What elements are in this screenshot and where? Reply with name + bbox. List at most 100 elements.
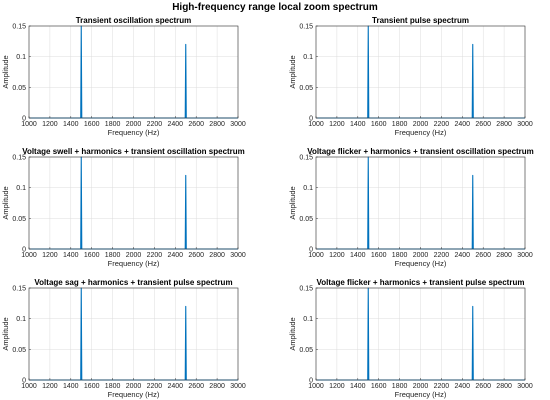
x-tick-label: 1000 [308, 252, 324, 259]
x-tick-label: 2800 [496, 252, 512, 259]
x-tick-label: 2000 [413, 383, 429, 390]
x-tick-label: 3000 [517, 121, 533, 128]
x-tick-label: 1800 [105, 252, 121, 259]
x-tick-label: 1400 [63, 252, 79, 259]
x-tick-label: 1800 [392, 252, 408, 259]
x-tick-label: 1600 [84, 383, 100, 390]
y-tick-label: 0 [309, 378, 313, 385]
subplot-6: 1000 1200 1400 1600 1800 2000 2200 2400 2600 2800… [288, 278, 533, 399]
y-tick-label: 0 [309, 247, 313, 254]
x-tick-label: 1000 [21, 383, 37, 390]
x-tick-label: 2200 [434, 383, 450, 390]
x-tick-label: 2200 [147, 252, 163, 259]
x-axis-label: Frequency (Hz) [395, 390, 447, 399]
y-tick-label: 0.1 [303, 316, 313, 323]
x-tick-label: 2400 [168, 252, 184, 259]
x-tick-label: 2800 [209, 383, 225, 390]
x-tick-label: 3000 [517, 252, 533, 259]
x-tick-label: 2600 [475, 383, 491, 390]
x-tick-label: 2400 [455, 252, 471, 259]
x-axis-label: Frequency (Hz) [108, 128, 160, 137]
x-tick-label: 3000 [517, 383, 533, 390]
x-axis-label: Frequency (Hz) [395, 259, 447, 268]
y-tick-label: 0.05 [12, 85, 26, 92]
x-tick-label: 2400 [168, 383, 184, 390]
x-tick-label: 2200 [434, 121, 450, 128]
y-axis-label: Amplitude [1, 317, 10, 350]
x-tick-label: 2800 [496, 121, 512, 128]
x-tick-label: 2200 [147, 383, 163, 390]
y-tick-label: 0.05 [12, 347, 26, 354]
y-tick-label: 0.05 [299, 216, 313, 223]
x-tick-label: 1000 [308, 121, 324, 128]
y-axis-label: Amplitude [1, 55, 10, 88]
y-tick-label: 0.15 [299, 24, 313, 31]
subplot-4: 1000 1200 1400 1600 1800 2000 2200 2400 2600 2800… [288, 147, 534, 268]
x-tick-label: 1200 [42, 121, 58, 128]
figure-title: High-frequency range local zoom spectrum [172, 2, 378, 13]
x-tick-label: 1200 [329, 121, 345, 128]
subplot-2: 1000 1200 1400 1600 1800 2000 2200 2400 2600 2800… [288, 16, 533, 137]
y-axis-label: Amplitude [1, 186, 10, 219]
x-axis-label: Frequency (Hz) [108, 390, 160, 399]
y-tick-label: 0.15 [299, 155, 313, 162]
y-axis-label: Amplitude [288, 55, 297, 88]
y-tick-label: 0 [22, 247, 26, 254]
x-tick-label: 2200 [147, 121, 163, 128]
x-tick-label: 1600 [371, 121, 387, 128]
subplot-5: 1000 1200 1400 1600 1800 2000 2200 2400 2600 2800… [1, 278, 246, 399]
y-tick-label: 0.15 [12, 155, 26, 162]
y-tick-label: 0.15 [12, 24, 26, 31]
x-tick-label: 2800 [209, 252, 225, 259]
x-tick-label: 1200 [42, 252, 58, 259]
x-tick-label: 1800 [392, 121, 408, 128]
x-tick-label: 1800 [105, 121, 121, 128]
x-tick-label: 2400 [455, 121, 471, 128]
x-tick-label: 2600 [188, 252, 204, 259]
x-tick-label: 1000 [21, 121, 37, 128]
x-tick-label: 2400 [455, 383, 471, 390]
x-tick-label: 1400 [350, 252, 366, 259]
x-tick-label: 2800 [209, 121, 225, 128]
y-tick-label: 0 [309, 116, 313, 123]
x-tick-label: 2600 [475, 252, 491, 259]
x-tick-label: 2000 [126, 121, 142, 128]
y-axis-label: Amplitude [288, 317, 297, 350]
x-tick-label: 2400 [168, 121, 184, 128]
x-tick-label: 2200 [434, 252, 450, 259]
x-tick-label: 1400 [350, 383, 366, 390]
y-tick-label: 0.15 [299, 286, 313, 293]
x-tick-label: 1600 [84, 121, 100, 128]
y-tick-label: 0.15 [12, 286, 26, 293]
subplot-title: Voltage flicker + harmonics + transient … [307, 147, 534, 156]
x-tick-label: 2600 [475, 121, 491, 128]
y-tick-label: 0.1 [16, 185, 26, 192]
subplot-1: 1000 1200 1400 1600 1800 2000 2200 2400 2600 2800… [1, 16, 246, 137]
x-tick-label: 1600 [84, 252, 100, 259]
subplot-title: Transient oscillation spectrum [76, 16, 192, 25]
y-axis-label: Amplitude [288, 186, 297, 219]
x-tick-label: 1000 [21, 252, 37, 259]
subplot-title: Voltage swell + harmonics + transient os… [22, 147, 245, 156]
x-tick-label: 1200 [42, 383, 58, 390]
x-tick-label: 1600 [371, 252, 387, 259]
x-tick-label: 2800 [496, 383, 512, 390]
x-tick-label: 2600 [188, 383, 204, 390]
x-tick-label: 1000 [308, 383, 324, 390]
x-tick-label: 1600 [371, 383, 387, 390]
y-tick-label: 0 [22, 378, 26, 385]
x-tick-label: 1200 [329, 383, 345, 390]
x-tick-label: 1800 [105, 383, 121, 390]
x-tick-label: 1400 [63, 383, 79, 390]
x-tick-label: 2000 [413, 252, 429, 259]
x-tick-label: 2000 [126, 383, 142, 390]
x-tick-label: 3000 [230, 121, 246, 128]
x-tick-label: 1800 [392, 383, 408, 390]
y-tick-label: 0.1 [303, 54, 313, 61]
y-tick-label: 0.1 [303, 185, 313, 192]
y-tick-label: 0.1 [16, 54, 26, 61]
y-tick-label: 0.05 [299, 347, 313, 354]
x-tick-label: 3000 [230, 383, 246, 390]
y-tick-label: 0.05 [299, 85, 313, 92]
